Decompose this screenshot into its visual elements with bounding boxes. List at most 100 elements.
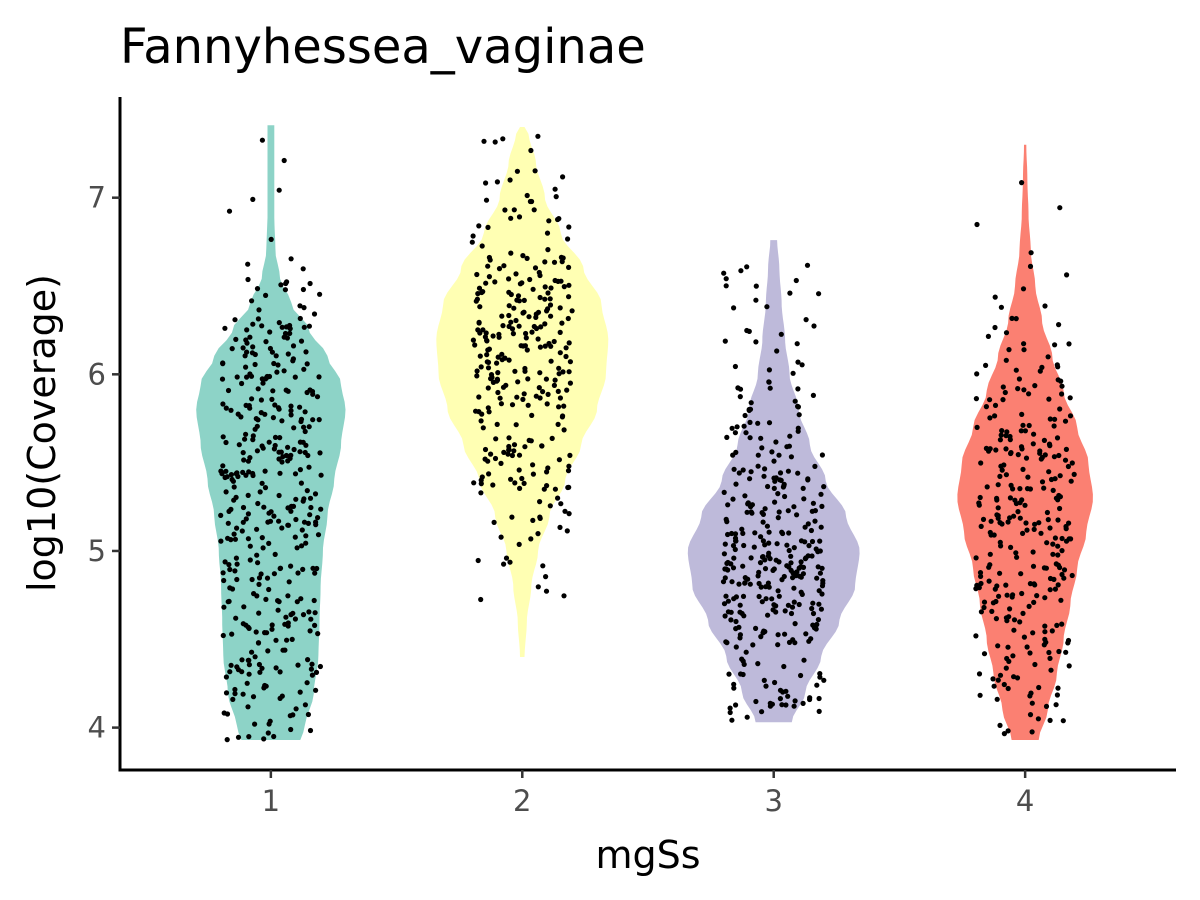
data-point [553, 194, 559, 200]
data-point [816, 291, 822, 297]
data-point [783, 688, 789, 694]
data-point [803, 317, 809, 323]
data-point [247, 557, 253, 563]
data-point [244, 340, 250, 346]
data-point [258, 571, 264, 577]
data-point [240, 504, 247, 511]
x-tick-label: 1 [262, 784, 280, 818]
data-point [513, 422, 519, 428]
data-point [522, 444, 528, 450]
data-point [297, 303, 303, 309]
data-point [1060, 718, 1066, 724]
data-point [536, 385, 542, 391]
data-point [223, 439, 229, 446]
data-point [1024, 527, 1030, 533]
data-point [1054, 362, 1060, 368]
data-point [256, 610, 262, 616]
data-point [537, 272, 543, 279]
data-point [974, 371, 980, 377]
data-point [795, 386, 801, 392]
data-point [1054, 622, 1060, 629]
data-point [983, 404, 990, 410]
data-point [488, 451, 494, 457]
data-point [284, 335, 290, 341]
data-point [790, 370, 796, 376]
data-point [801, 496, 807, 502]
data-point [1010, 653, 1016, 659]
data-point [770, 607, 776, 613]
data-point [1030, 563, 1037, 569]
data-point [483, 330, 489, 336]
data-point [748, 400, 754, 406]
data-point [244, 680, 250, 686]
data-point [511, 448, 517, 454]
data-point [474, 368, 480, 374]
data-point [227, 566, 233, 573]
data-point [816, 695, 822, 702]
data-point [258, 397, 264, 403]
data-point [305, 657, 311, 663]
data-point [288, 563, 294, 569]
data-point [266, 586, 272, 593]
data-point [802, 539, 808, 545]
data-point [506, 312, 512, 319]
data-point [302, 702, 308, 708]
data-point [485, 405, 491, 411]
data-point [265, 648, 271, 654]
data-point [776, 509, 782, 515]
data-point [232, 686, 238, 693]
violin-group-2 [436, 127, 609, 657]
data-point [307, 628, 313, 634]
data-point [753, 698, 759, 705]
data-point [1069, 460, 1075, 466]
data-point [810, 392, 817, 398]
data-point [723, 593, 729, 599]
data-point [1037, 448, 1043, 454]
data-point [552, 186, 558, 192]
data-point [482, 446, 489, 453]
data-point [1024, 644, 1030, 650]
data-point [275, 405, 282, 411]
data-point [551, 338, 557, 345]
data-point [1054, 435, 1061, 441]
data-point [294, 545, 300, 551]
data-point [528, 147, 534, 154]
data-point [760, 630, 766, 636]
data-point [1017, 619, 1023, 625]
data-point [516, 467, 522, 473]
data-point [539, 443, 545, 449]
data-point [475, 557, 481, 564]
data-point [998, 432, 1004, 438]
data-point [503, 555, 510, 561]
data-point [1062, 457, 1069, 463]
data-point [749, 502, 756, 508]
data-point [313, 687, 319, 693]
data-point [999, 467, 1005, 473]
data-point [525, 402, 531, 408]
data-point [261, 504, 267, 510]
data-point [565, 315, 571, 322]
data-point [1059, 391, 1065, 397]
data-point [564, 387, 570, 393]
data-point [819, 452, 826, 458]
data-point [515, 379, 521, 385]
data-point [551, 259, 558, 265]
data-point [283, 280, 289, 287]
data-point [814, 682, 820, 688]
data-point [722, 613, 728, 619]
data-point [291, 425, 297, 431]
data-point [245, 492, 251, 498]
data-point [516, 214, 523, 220]
data-point [1005, 519, 1011, 525]
data-point [997, 672, 1004, 678]
data-point [1029, 729, 1035, 735]
data-point [234, 525, 240, 531]
data-point [275, 607, 281, 613]
data-point [250, 196, 256, 202]
data-point [282, 287, 288, 293]
data-point [764, 523, 771, 529]
data-point [1000, 384, 1006, 390]
data-point [266, 439, 272, 445]
data-point [1005, 644, 1011, 650]
data-point [245, 276, 251, 283]
